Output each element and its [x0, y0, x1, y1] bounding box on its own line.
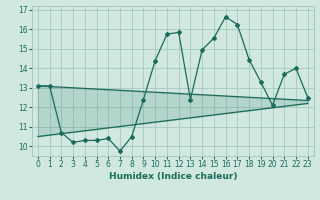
- X-axis label: Humidex (Indice chaleur): Humidex (Indice chaleur): [108, 172, 237, 181]
